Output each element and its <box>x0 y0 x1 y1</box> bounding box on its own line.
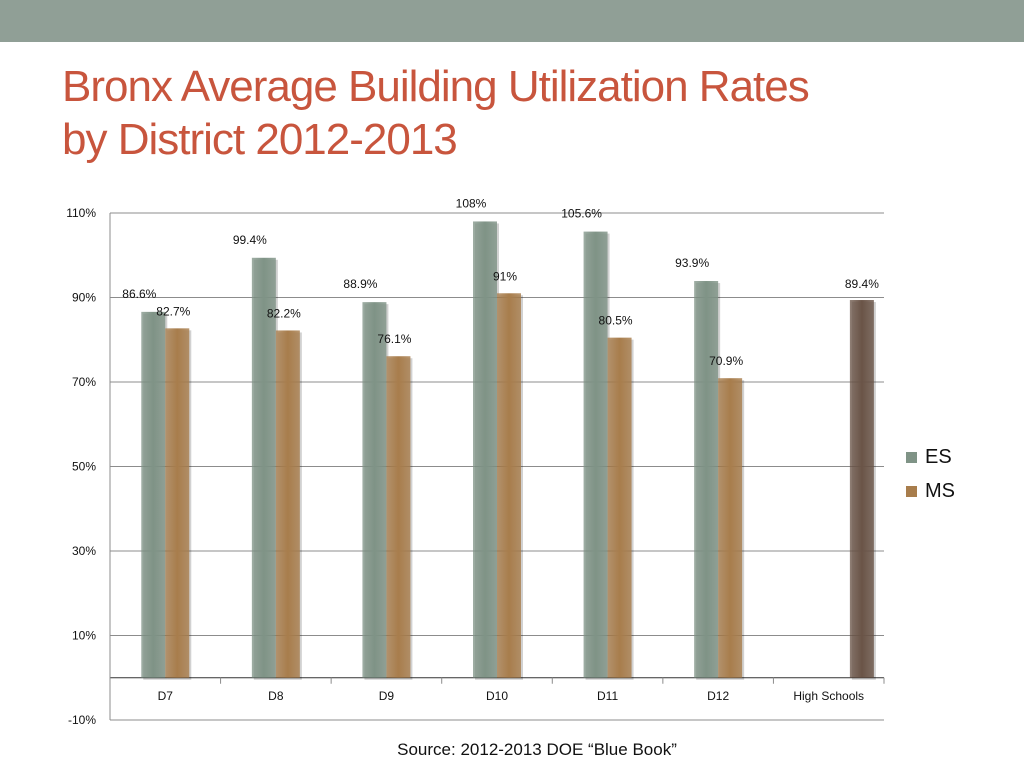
data-label: 105.6% <box>561 207 602 221</box>
data-label: 89.4% <box>845 277 879 291</box>
data-label: 86.6% <box>122 287 156 301</box>
x-tick-label: D10 <box>486 689 508 703</box>
top-band <box>0 0 1024 42</box>
y-tick-label: 70% <box>72 375 96 389</box>
chart-legend: ES MS <box>906 440 955 508</box>
y-tick-label: -10% <box>68 713 96 727</box>
data-label: 108% <box>456 196 487 210</box>
source-note: Source: 2012-2013 DOE “Blue Book” <box>397 740 677 759</box>
x-tick-label: D7 <box>158 689 174 703</box>
x-tick-label: D11 <box>597 689 618 703</box>
y-tick-label: 110% <box>66 206 96 220</box>
bar <box>718 378 743 678</box>
legend-swatch-es <box>906 451 917 463</box>
bar <box>583 231 608 678</box>
bar <box>275 330 300 678</box>
bar <box>497 293 521 678</box>
data-label: 91% <box>493 269 517 283</box>
y-tick-label: 50% <box>72 460 96 474</box>
data-label: 70.9% <box>709 354 743 368</box>
x-tick-label: High Schools <box>793 689 864 703</box>
slide-title-line-1: Bronx Average Building Utilization Rates <box>62 62 810 111</box>
data-label: 82.7% <box>156 304 190 318</box>
legend-item-ms: MS <box>906 474 955 508</box>
bar <box>473 221 497 678</box>
data-label: 76.1% <box>377 332 411 346</box>
bar <box>165 328 190 678</box>
x-tick-label: D9 <box>379 689 395 703</box>
data-label: 99.4% <box>233 233 267 247</box>
slide-title: Bronx Average Building Utilization Rates… <box>62 60 1002 166</box>
bar <box>849 300 874 678</box>
bar <box>251 257 276 678</box>
x-tick-label: D12 <box>707 689 729 703</box>
legend-item-es: ES <box>906 440 955 474</box>
slide-title-line-2: by District 2012-2013 <box>62 115 458 164</box>
bar <box>362 302 387 678</box>
data-label: 88.9% <box>343 277 377 291</box>
legend-swatch-ms <box>906 485 917 497</box>
x-tick-label: D8 <box>268 689 284 703</box>
y-tick-label: 10% <box>72 629 96 643</box>
bar <box>141 311 166 678</box>
y-tick-label: 90% <box>72 291 96 305</box>
data-label: 82.2% <box>267 306 301 320</box>
legend-label-ms: MS <box>925 479 955 502</box>
data-label: 80.5% <box>599 314 633 328</box>
data-label: 93.9% <box>675 256 709 270</box>
bar <box>694 281 719 678</box>
legend-label-es: ES <box>925 445 952 468</box>
bar <box>386 356 411 678</box>
y-tick-label: 30% <box>72 544 96 558</box>
bar <box>607 337 632 678</box>
